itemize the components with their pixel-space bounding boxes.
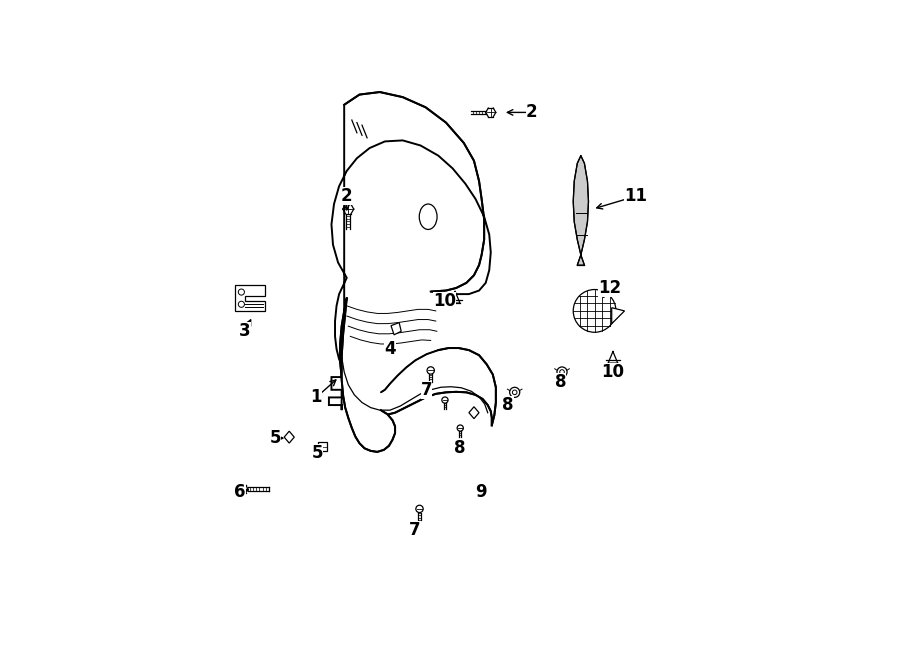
Text: 7: 7	[421, 381, 433, 399]
Text: 3: 3	[239, 323, 251, 340]
Polygon shape	[469, 407, 479, 418]
Text: 4: 4	[384, 340, 396, 358]
Text: 5: 5	[312, 444, 323, 463]
Polygon shape	[342, 298, 395, 452]
Polygon shape	[284, 431, 294, 443]
Text: 5: 5	[270, 429, 281, 447]
Text: 7: 7	[409, 521, 420, 539]
Text: 10: 10	[434, 292, 456, 310]
Text: 12: 12	[598, 279, 621, 297]
Text: 8: 8	[454, 440, 466, 457]
Text: 9: 9	[475, 483, 486, 500]
Polygon shape	[319, 442, 328, 451]
Text: 2: 2	[526, 103, 537, 122]
Text: 8: 8	[502, 396, 514, 414]
Text: 2: 2	[341, 187, 353, 206]
Polygon shape	[391, 323, 401, 335]
Polygon shape	[328, 92, 491, 410]
Text: 1: 1	[310, 389, 322, 407]
Text: 11: 11	[624, 187, 647, 206]
Text: 8: 8	[554, 373, 566, 391]
Polygon shape	[573, 156, 589, 265]
Polygon shape	[340, 298, 496, 426]
Polygon shape	[235, 286, 266, 311]
Polygon shape	[612, 307, 625, 324]
Text: 6: 6	[234, 483, 246, 500]
Text: 10: 10	[601, 363, 625, 381]
